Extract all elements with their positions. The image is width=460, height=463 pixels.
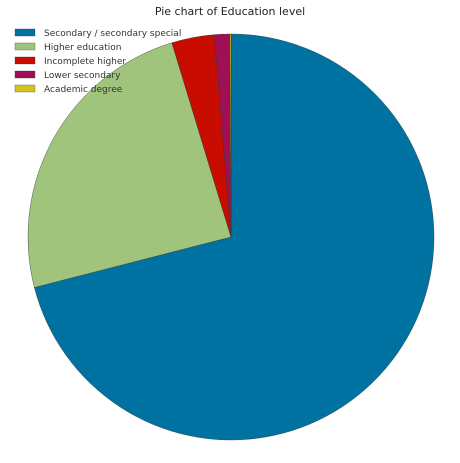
legend-label: Lower secondary (44, 71, 121, 81)
legend-label: Incomplete higher (44, 57, 126, 67)
pie-slice-secondary-secondary-special (34, 33, 435, 441)
legend-label: Academic degree (44, 85, 123, 95)
legend-swatch (14, 84, 36, 93)
legend-label: Secondary / secondary special (44, 29, 181, 39)
legend-label: Higher education (44, 43, 121, 53)
chart-title: Pie chart of Education level (154, 5, 306, 18)
legend-swatch (14, 56, 36, 65)
pie-slices (27, 33, 435, 441)
pie-slice-higher-education (27, 42, 232, 288)
legend-swatch (14, 28, 36, 37)
pie-slice-academic-degree (229, 33, 232, 238)
legend-swatch (14, 42, 36, 51)
legend: Secondary / secondary special Higher educ… (14, 28, 181, 95)
legend-swatch (14, 70, 36, 79)
